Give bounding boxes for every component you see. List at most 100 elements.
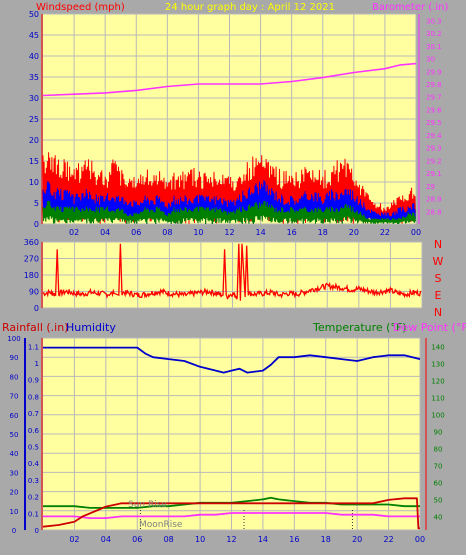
wind-y-tick-label: 30: [29, 94, 39, 103]
baro-y-tick-label: 28.9: [426, 196, 442, 204]
rain-x-tick-label: 12: [226, 535, 236, 544]
sunrise-label: Sun Rise: [128, 500, 167, 510]
rain-x-tick-label: 22: [383, 535, 393, 544]
rain-y-tick-label: 0.3: [28, 477, 39, 485]
wind-x-tick-label: 18: [318, 228, 328, 237]
humidity-label: Humidity: [66, 321, 116, 334]
dir-y-tick-label: 90: [29, 288, 39, 297]
rain-y-tick-label: 0.7: [28, 410, 39, 418]
temp-y-tick-label: 60: [434, 479, 443, 487]
rain-y-tick-label: 0.2: [28, 494, 39, 502]
temp-y-tick-label: 40: [434, 513, 443, 521]
temp-y-tick-label: 80: [434, 445, 443, 453]
dir-y-tick-label: 360: [24, 238, 39, 247]
humidity-y-tick-label: 0: [12, 527, 16, 535]
temp-y-tick-label: 70: [434, 462, 443, 470]
rain-y-tick-label: 0.5: [28, 444, 39, 452]
compass-label: S: [435, 272, 442, 285]
wind-y-tick-label: 5: [34, 199, 39, 208]
chart-title: 24 hour graph day : April 12 2021: [165, 2, 335, 13]
temperature-line: [43, 496, 420, 509]
rainfall-label: Rainfall (.in): [2, 321, 69, 334]
rain-x-tick-label: 18: [321, 535, 331, 544]
rain-y-tick-label: 1.1: [28, 343, 39, 351]
wind-y-tick-label: 20: [29, 136, 39, 145]
wind-y-tick-label: 25: [29, 115, 39, 124]
wind-y-tick-label: 40: [29, 52, 39, 61]
baro-y-tick-label: 29.6: [426, 106, 442, 114]
baro-y-tick-label: 29.3: [426, 145, 442, 153]
compass-label: E: [435, 289, 442, 302]
rain-x-tick-label: 10: [195, 535, 205, 544]
wind-low-line: [42, 200, 416, 225]
rain-y-tick-label: 0.4: [28, 460, 40, 468]
baro-y-tick-label: 29.8: [426, 81, 442, 89]
humidity-line: [43, 346, 421, 374]
dir-y-tick-label: 180: [24, 271, 39, 280]
baro-y-tick-label: 30: [426, 56, 435, 64]
humidity-y-tick-label: 40: [10, 450, 19, 458]
rain-x-tick-label: 20: [352, 535, 362, 544]
humidity-y-tick-label: 50: [10, 431, 19, 439]
rain-x-tick-label: 08: [164, 535, 174, 544]
wind-x-tick-label: 20: [349, 228, 359, 237]
wind-x-tick-label: 06: [131, 228, 141, 237]
humidity-y-tick-label: 80: [10, 373, 19, 381]
wind-x-tick-label: 00: [411, 228, 421, 237]
humidity-y-tick-label: 10: [10, 508, 19, 516]
barometer-label: Barometer (.in): [372, 2, 448, 13]
wind-x-tick-label: 08: [162, 228, 172, 237]
rain-x-tick-label: 16: [289, 535, 299, 544]
baro-y-tick-label: 29: [426, 183, 435, 191]
wind-x-tick-label: 12: [224, 228, 234, 237]
wind-x-tick-label: 16: [287, 228, 297, 237]
wind-y-tick-label: 0: [34, 220, 39, 229]
baro-y-tick-label: 30.2: [426, 30, 442, 38]
humidity-y-tick-label: 90: [10, 354, 19, 362]
wind-y-tick-label: 50: [29, 10, 39, 19]
temp-y-tick-label: 110: [431, 394, 444, 402]
baro-y-tick-label: 29.5: [426, 119, 442, 127]
rain-y-tick-label: 0.9: [28, 377, 39, 385]
rain-y-tick-label: 0.6: [28, 427, 40, 435]
compass-label: N: [434, 306, 442, 319]
compass-label: N: [434, 238, 442, 251]
baro-y-tick-label: 30.1: [426, 43, 442, 51]
wind-x-tick-label: 04: [100, 228, 110, 237]
rain-y-tick-label: 1: [35, 360, 39, 368]
wind-x-tick-label: 14: [255, 228, 265, 237]
rain-x-tick-label: 14: [258, 535, 268, 544]
temperature-label: Temperature (°F): [312, 321, 407, 334]
rain-y-tick-label: 0.1: [28, 510, 39, 518]
dir-y-tick-label: 270: [24, 255, 39, 264]
wind-y-tick-label: 35: [29, 73, 39, 82]
wind-x-tick-label: 22: [380, 228, 390, 237]
baro-y-tick-label: 28.8: [426, 208, 442, 216]
rainfall-line: [42, 497, 420, 530]
baro-y-tick-label: 29.1: [426, 170, 442, 178]
wind-x-tick-label: 10: [193, 228, 203, 237]
baro-y-tick-label: 29.4: [426, 132, 442, 140]
temp-y-tick-label: 50: [434, 496, 443, 504]
temp-y-tick-label: 130: [431, 360, 444, 368]
dir-y-tick-label: 0: [34, 304, 39, 313]
rain-x-tick-label: 06: [132, 535, 142, 544]
temp-y-tick-label: 140: [431, 343, 444, 351]
rain-y-tick-label: 0: [35, 527, 39, 535]
humidity-y-tick-label: 100: [7, 335, 20, 343]
compass-label: W: [433, 255, 444, 268]
barometer-line: [42, 62, 417, 97]
wind-x-tick-label: 02: [69, 228, 79, 237]
humidity-y-tick-label: 70: [10, 393, 19, 401]
dew_point-line: [43, 512, 420, 519]
humidity-y-tick-label: 60: [10, 412, 19, 420]
baro-y-tick-label: 29.7: [426, 94, 442, 102]
baro-y-tick-label: 29.2: [426, 157, 442, 165]
rain-x-tick-label: 04: [101, 535, 111, 544]
rain-x-tick-label: 00: [415, 535, 425, 544]
direction-line: [42, 243, 422, 301]
wind-y-tick-label: 45: [29, 31, 39, 40]
humidity-y-tick-label: 20: [10, 489, 19, 497]
